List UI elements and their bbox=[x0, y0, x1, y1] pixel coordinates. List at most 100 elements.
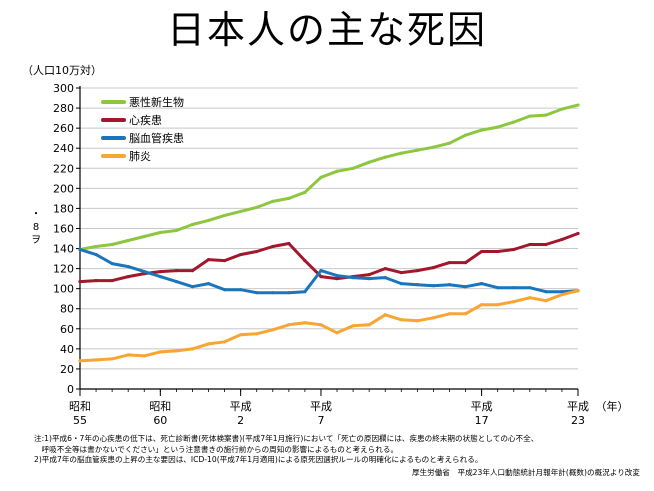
data-point bbox=[480, 303, 484, 307]
data-point bbox=[190, 285, 195, 289]
data-point bbox=[351, 276, 355, 280]
data-point bbox=[126, 238, 130, 243]
data-point bbox=[560, 293, 564, 297]
data-point bbox=[287, 196, 291, 200]
footnote-line: 注:1)平成6・7年の心疾患の低下は、死亡診断書(死体検案書)(平成7年1月施行… bbox=[34, 434, 539, 443]
data-point bbox=[447, 260, 452, 265]
data-point bbox=[415, 319, 419, 323]
y-tick-label: 140 bbox=[53, 243, 74, 256]
side-vertical-text: ・ 8 ヲ bbox=[31, 209, 41, 246]
data-point bbox=[142, 270, 146, 274]
x-tick-era-label: 平成 bbox=[471, 400, 493, 413]
legend-label: 悪性新生物 bbox=[129, 95, 184, 109]
y-tick-label: 240 bbox=[53, 142, 74, 155]
y-tick-label: 200 bbox=[53, 182, 74, 195]
series-line bbox=[78, 232, 580, 284]
x-tick-era-label: 昭和 bbox=[149, 400, 171, 413]
data-point bbox=[239, 333, 243, 337]
y-tick-label: 220 bbox=[53, 162, 74, 175]
y-tick-label: 40 bbox=[60, 343, 74, 356]
data-point bbox=[512, 300, 516, 304]
data-point bbox=[78, 247, 82, 252]
data-point bbox=[158, 350, 162, 354]
y-tick-label: 120 bbox=[53, 263, 74, 276]
x-tick-year-label: 23 bbox=[571, 414, 585, 427]
data-point bbox=[126, 264, 130, 269]
data-point bbox=[351, 324, 355, 328]
data-point bbox=[94, 244, 98, 249]
data-point bbox=[335, 274, 339, 278]
data-point bbox=[319, 275, 323, 279]
x-tick-year-label: 55 bbox=[73, 414, 87, 427]
data-point bbox=[431, 284, 436, 288]
data-point bbox=[512, 247, 516, 252]
data-point bbox=[142, 234, 146, 239]
data-point bbox=[415, 269, 419, 273]
y-axis-unit-label: （人口10万対） bbox=[22, 64, 102, 77]
data-point bbox=[512, 286, 516, 290]
y-tick-label: 300 bbox=[53, 82, 74, 95]
data-point bbox=[367, 160, 371, 164]
data-point bbox=[255, 249, 259, 254]
data-point bbox=[110, 279, 114, 283]
data-point bbox=[222, 340, 227, 344]
y-tick-label: 260 bbox=[53, 122, 74, 135]
data-point bbox=[222, 288, 227, 292]
data-point bbox=[399, 318, 403, 322]
x-tick-era-label: 平成 bbox=[567, 400, 589, 413]
data-point bbox=[544, 299, 548, 303]
data-point bbox=[431, 316, 436, 320]
data-point bbox=[94, 279, 98, 283]
data-point bbox=[528, 114, 532, 118]
data-point bbox=[110, 242, 114, 247]
data-point bbox=[271, 328, 275, 332]
x-tick-era-label: 平成 bbox=[310, 400, 332, 413]
data-point bbox=[239, 209, 243, 214]
data-point bbox=[544, 290, 548, 294]
data-point bbox=[560, 107, 564, 111]
data-point bbox=[126, 353, 130, 357]
data-point bbox=[287, 241, 291, 246]
data-point bbox=[271, 244, 275, 249]
data-point bbox=[415, 148, 419, 152]
y-tick-label: 160 bbox=[53, 222, 74, 235]
data-point bbox=[447, 283, 452, 287]
y-tick-label: 80 bbox=[60, 303, 74, 316]
data-point bbox=[174, 228, 178, 233]
data-point bbox=[303, 321, 307, 325]
footnotes: 注:1)平成6・7年の心疾患の低下は、死亡診断書(死体検案書)(平成7年1月施行… bbox=[34, 434, 646, 466]
data-point bbox=[480, 128, 484, 132]
data-point bbox=[367, 277, 371, 281]
data-point bbox=[94, 358, 98, 362]
data-point bbox=[335, 331, 339, 335]
data-point bbox=[576, 103, 580, 107]
x-tick-year-label: 7 bbox=[317, 414, 324, 427]
data-point bbox=[303, 190, 307, 194]
data-point bbox=[158, 275, 162, 279]
data-point bbox=[496, 303, 500, 307]
data-point bbox=[496, 249, 500, 254]
data-point bbox=[319, 323, 323, 327]
data-point bbox=[287, 323, 291, 327]
data-point bbox=[351, 166, 355, 170]
data-point bbox=[206, 342, 211, 346]
data-point bbox=[271, 199, 275, 203]
series-line bbox=[78, 248, 580, 295]
x-tick-era-label: 昭和 bbox=[69, 400, 91, 413]
data-point bbox=[206, 257, 211, 262]
data-point bbox=[463, 133, 468, 137]
data-point bbox=[190, 347, 195, 351]
data-point bbox=[399, 271, 403, 275]
legend-label: 心疾患 bbox=[129, 113, 162, 127]
data-point bbox=[447, 141, 452, 145]
data-point bbox=[480, 282, 484, 286]
legend-label: 肺炎 bbox=[129, 150, 151, 163]
y-tick-label: 60 bbox=[60, 323, 74, 336]
data-point bbox=[239, 288, 243, 292]
data-point bbox=[399, 151, 403, 155]
data-point bbox=[496, 286, 500, 290]
data-point bbox=[206, 218, 211, 223]
data-point bbox=[528, 296, 532, 300]
y-tick-label: 0 bbox=[67, 383, 74, 396]
